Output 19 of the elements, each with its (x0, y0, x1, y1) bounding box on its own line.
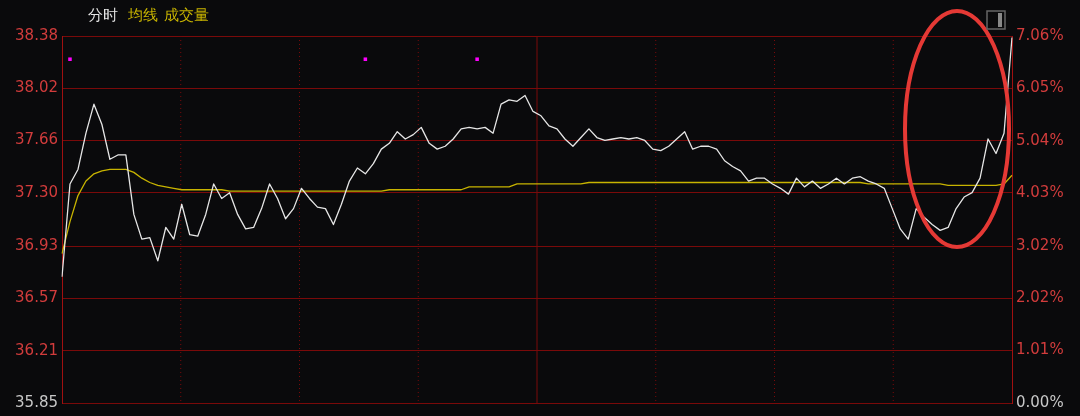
y2-tick-label: 4.03% (1016, 183, 1064, 202)
y-tick-label: 37.66 (15, 130, 58, 149)
y2-tick-label: 2.02% (1016, 287, 1064, 306)
y-tick-label: 36.93 (15, 236, 58, 255)
text: 均线 (128, 6, 158, 25)
text: 成交量 (164, 6, 209, 25)
y2-tick-label: 6.05% (1016, 78, 1064, 97)
y2-tick-label: 7.06% (1016, 25, 1064, 44)
y2-tick-label: 1.01% (1016, 340, 1064, 359)
y2-tick-label: 0.00% (1016, 392, 1064, 411)
y-tick-label: 38.02 (15, 78, 58, 97)
y2-tick-label: 3.02% (1016, 235, 1064, 254)
y-tick-label: 35.85 (15, 392, 58, 411)
y-tick-label: 36.57 (15, 288, 58, 307)
y-tick-label: 36.21 (15, 340, 58, 359)
text: 分时 (88, 6, 118, 25)
y2-tick-label: 5.04% (1016, 130, 1064, 149)
y-tick-label: 37.30 (15, 182, 58, 201)
y-tick-label: 38.38 (15, 25, 58, 44)
